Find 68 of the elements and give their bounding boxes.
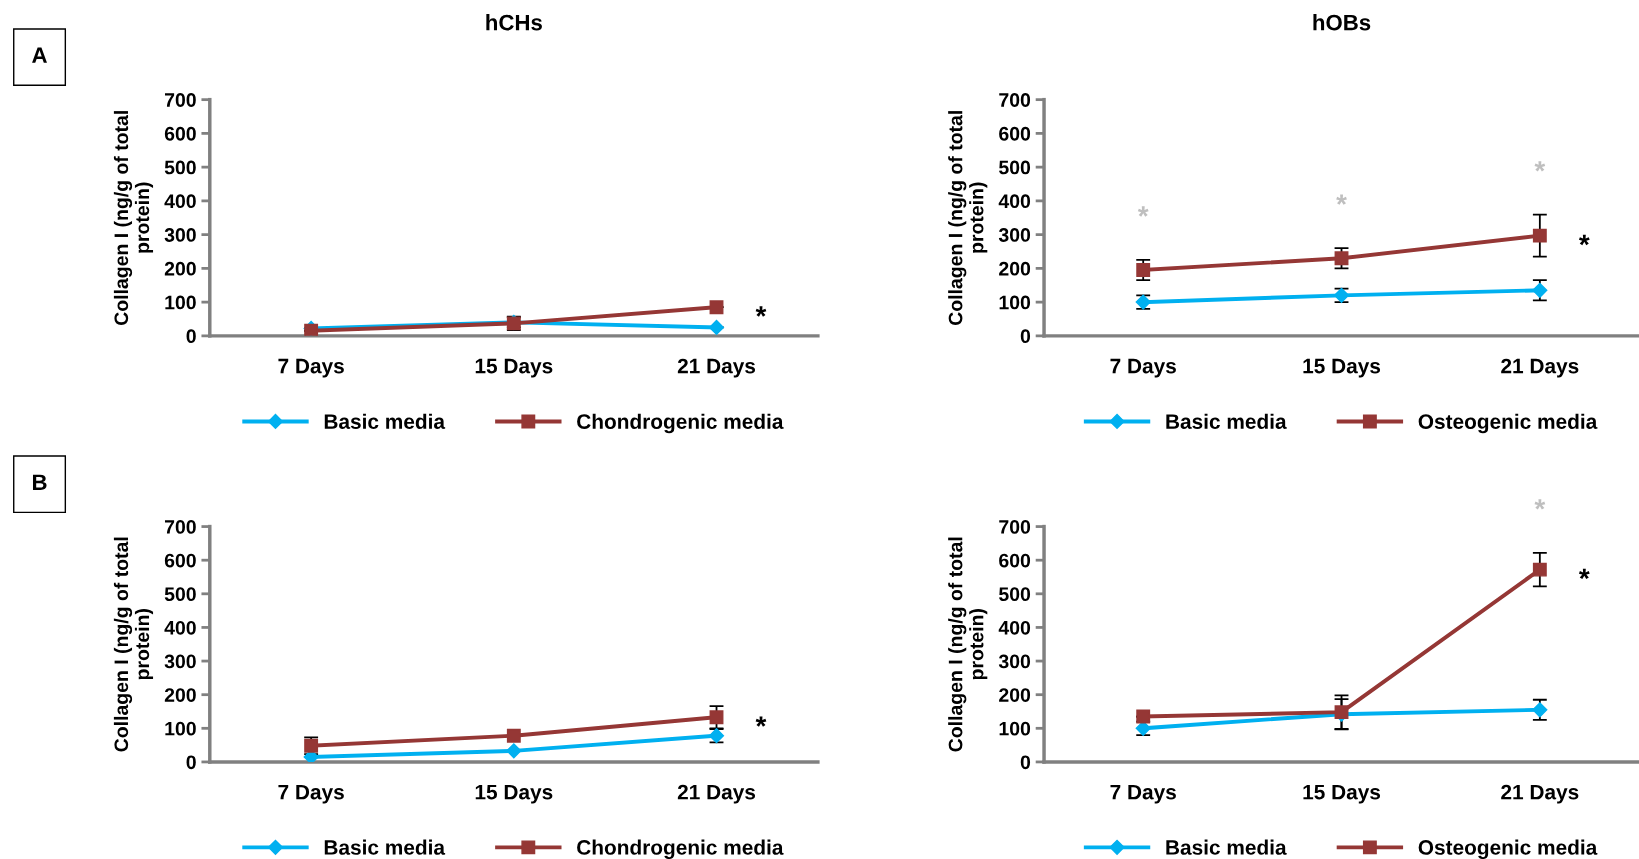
y-tick-label: 0 [1020,329,1031,344]
y-tick-label: 200 [164,688,196,702]
y-tick-label: 100 [999,721,1031,736]
x-tick-label: 7 Days [1110,358,1176,378]
legend-label: Chondrogenic media [577,413,784,434]
y-tick-label: 500 [164,160,196,175]
x-tick-label: 21 Days [1501,784,1579,804]
chart-title: hOBs [1313,14,1371,31]
x-tick-label: 15 Days [1303,358,1381,378]
y-tick-label: 0 [186,755,196,770]
annotation: * [1534,161,1546,172]
x-tick-label: 15 Days [475,784,553,804]
y-tick-label: 700 [164,520,196,534]
legend-label: Osteogenic media [1418,413,1598,434]
y-tick-label: 300 [164,654,196,669]
annotation: * [755,306,767,317]
legend-label: Basic media [1166,839,1287,855]
annotation: * [755,716,767,727]
legend-label: Basic media [324,839,446,855]
x-tick-label: 15 Days [1303,784,1381,804]
y-tick-label: 700 [999,93,1031,107]
y-tick-label: 500 [164,587,196,602]
y-tick-label: 0 [1020,755,1031,770]
x-tick-label: 7 Days [278,784,344,804]
legend-label: Basic media [324,413,446,429]
y-tick-label: 400 [164,620,196,635]
y-axis-title: Collagen I (ng/g of total protein) [948,111,988,325]
x-tick-label: 21 Days [677,784,756,804]
y-tick-label: 300 [164,228,196,242]
y-tick-label: 600 [164,126,196,141]
y-axis-title: Collagen I (ng/g of total protein) [113,111,154,325]
y-axis-title: Collagen I (ng/g of total protein) [948,537,988,752]
legend-label: Osteogenic media [1418,839,1598,859]
y-tick-label: 400 [998,194,1031,209]
legend-label: Basic media [1166,413,1287,429]
annotation: * [1534,499,1546,510]
y-tick-label: 200 [999,261,1031,276]
text: A [32,47,47,63]
text: B [32,474,47,490]
x-tick-label: 21 Days [1501,358,1579,378]
annotation: * [1578,568,1590,580]
y-tick-label: 600 [999,553,1031,568]
x-tick-label: 21 Days [677,358,756,378]
y-tick-label: 400 [998,620,1031,635]
annotation: * [1578,234,1590,246]
y-tick-label: 200 [164,261,196,276]
y-tick-label: 400 [164,194,196,209]
x-tick-label: 7 Days [1110,784,1176,804]
y-tick-label: 500 [999,160,1031,175]
y-tick-label: 0 [186,329,196,344]
y-tick-label: 300 [998,228,1031,242]
x-tick-label: 15 Days [475,358,553,378]
y-tick-label: 500 [999,587,1031,602]
legend-label: Chondrogenic media [577,839,784,859]
y-tick-label: 600 [999,126,1031,141]
y-tick-label: 700 [164,93,196,107]
y-tick-label: 600 [164,553,196,568]
annotation: * [1336,194,1347,205]
annotation: * [1137,206,1149,217]
y-tick-label: 700 [999,520,1031,534]
x-tick-label: 7 Days [278,358,344,378]
chart-title: hCHs [486,14,542,31]
y-axis-title: Collagen I (ng/g of total protein) [113,537,154,752]
y-tick-label: 100 [165,721,196,736]
y-tick-label: 300 [998,654,1031,669]
y-tick-label: 100 [999,295,1031,310]
y-tick-label: 100 [165,295,196,310]
y-tick-label: 200 [999,688,1031,702]
